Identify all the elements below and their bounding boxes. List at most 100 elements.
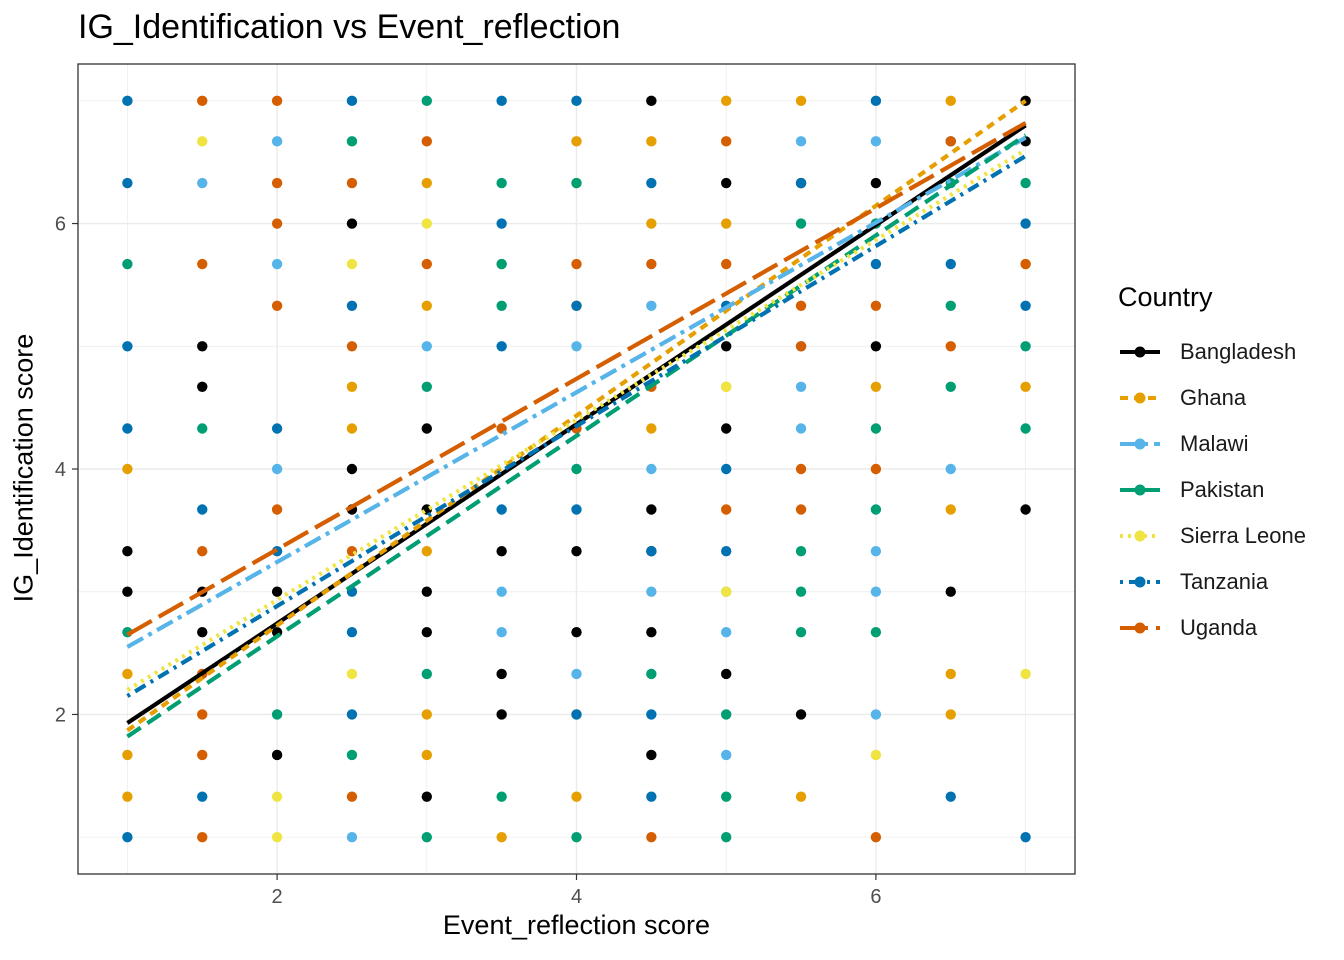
data-point <box>271 791 283 802</box>
data-point <box>870 423 882 434</box>
data-point <box>720 586 732 597</box>
data-point <box>720 831 732 843</box>
data-point <box>720 749 732 761</box>
data-point <box>870 586 882 597</box>
data-point <box>646 749 657 761</box>
data-point <box>870 831 882 843</box>
legend-key <box>1120 576 1160 588</box>
data-point <box>795 504 807 515</box>
data-point <box>496 791 507 802</box>
data-point <box>571 95 582 107</box>
data-point <box>197 791 208 802</box>
fit-line <box>126 154 1027 698</box>
data-point <box>496 300 507 311</box>
data-point <box>271 831 283 843</box>
data-point <box>421 586 433 597</box>
data-point <box>646 586 657 597</box>
fit-line <box>126 121 1027 637</box>
data-point <box>571 136 582 147</box>
legend-item: Sierra Leone <box>1118 513 1306 559</box>
data-point <box>795 586 807 597</box>
data-point <box>945 586 956 597</box>
data-point <box>646 423 657 434</box>
data-point <box>496 668 507 680</box>
data-point <box>571 831 582 843</box>
data-point <box>720 791 732 802</box>
data-point <box>496 586 507 597</box>
data-point <box>271 463 283 475</box>
data-point <box>571 627 582 638</box>
data-point <box>646 709 657 720</box>
data-point <box>1020 258 1031 270</box>
data-point <box>346 423 358 434</box>
data-point <box>720 136 732 147</box>
y-tick-label: 2 <box>55 704 66 726</box>
data-point <box>870 627 882 638</box>
legend-item: Bangladesh <box>1118 329 1306 375</box>
data-point <box>870 463 882 475</box>
data-point <box>945 709 956 720</box>
legend-key <box>1120 530 1160 542</box>
data-point <box>346 300 358 311</box>
data-point <box>496 546 507 557</box>
legend-item: Ghana <box>1118 375 1306 421</box>
data-point <box>870 341 882 352</box>
legend-label: Bangladesh <box>1180 339 1297 364</box>
data-point <box>795 709 807 720</box>
data-point <box>870 300 882 311</box>
data-point <box>421 627 433 638</box>
data-point <box>571 546 582 557</box>
data-point <box>271 586 283 597</box>
data-point <box>571 463 582 475</box>
data-point <box>1020 218 1031 229</box>
data-point <box>1020 668 1031 680</box>
data-point <box>496 258 507 270</box>
data-point <box>271 749 283 761</box>
data-point <box>795 95 807 107</box>
data-point <box>197 177 208 189</box>
data-point <box>346 177 358 189</box>
data-point <box>870 749 882 761</box>
data-point <box>421 300 433 311</box>
data-point <box>346 463 358 475</box>
x-axis-label: Event_reflection score <box>442 910 711 940</box>
data-point <box>646 668 657 680</box>
data-point <box>346 136 358 147</box>
data-point <box>421 218 433 229</box>
data-point <box>795 791 807 802</box>
data-point <box>271 709 283 720</box>
data-point <box>870 504 882 515</box>
data-point <box>720 627 732 638</box>
data-point <box>496 177 507 189</box>
data-point <box>271 258 283 270</box>
data-point <box>795 177 807 189</box>
data-point <box>646 136 657 147</box>
data-point <box>346 258 358 270</box>
legend-item: Uganda <box>1118 605 1306 651</box>
data-point <box>421 668 433 680</box>
data-point <box>720 668 732 680</box>
data-point <box>122 177 133 189</box>
legend-item: Tanzania <box>1118 559 1306 605</box>
data-point <box>496 341 507 352</box>
data-point <box>795 300 807 311</box>
data-point <box>720 423 732 434</box>
data-point <box>646 177 657 189</box>
data-point <box>122 341 133 352</box>
data-point <box>197 423 208 434</box>
legend-label: Uganda <box>1180 615 1258 640</box>
data-point <box>646 546 657 557</box>
legend-key <box>1120 346 1160 358</box>
data-point <box>346 381 358 392</box>
data-point <box>122 463 133 475</box>
data-point <box>122 668 133 680</box>
data-point <box>795 381 807 392</box>
data-point <box>571 504 582 515</box>
axis-ticks: 2 4 6 2 4 6 <box>55 214 882 908</box>
data-point <box>122 749 133 761</box>
data-point <box>646 504 657 515</box>
legend-item: Pakistan <box>1118 467 1306 513</box>
data-point <box>496 709 507 720</box>
data-point <box>945 300 956 311</box>
data-point <box>720 709 732 720</box>
